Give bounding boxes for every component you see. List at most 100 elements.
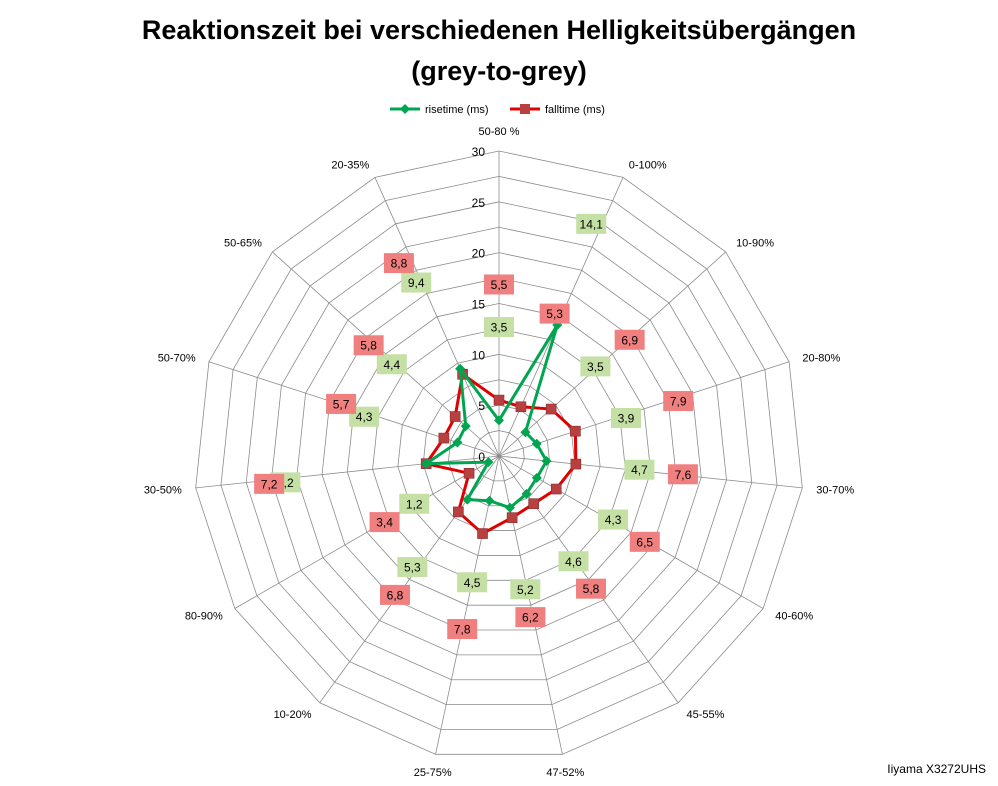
data-label: 3,9 xyxy=(618,411,635,425)
category-label: 20-80% xyxy=(802,352,840,364)
series-marker-diamond xyxy=(521,488,532,499)
data-label-bg xyxy=(539,303,570,324)
data-label: 4,5 xyxy=(464,576,481,590)
category-label: 50-80 % xyxy=(479,126,520,138)
series-marker-square xyxy=(570,425,581,437)
category-label: 50-70% xyxy=(158,352,196,364)
series-marker-diamond xyxy=(494,415,504,426)
series-marker-diamond xyxy=(531,472,542,483)
legend-falltime-label: falltime (ms) xyxy=(545,104,605,116)
legend-risetime-marker xyxy=(400,104,410,114)
radial-tick-label: 20 xyxy=(472,247,486,261)
series-marker-diamond xyxy=(520,427,531,438)
radial-tick-label: 10 xyxy=(472,348,486,362)
category-label: 25-75% xyxy=(414,767,452,779)
data-label: 5,2 xyxy=(517,583,534,597)
series-risetime xyxy=(421,320,563,513)
grid-ring xyxy=(448,404,550,507)
series-marker-diamond xyxy=(504,502,515,513)
radial-tick-label: 5 xyxy=(478,399,485,413)
data-label-bg xyxy=(598,509,629,530)
data-label: 6,9 xyxy=(621,333,638,347)
data-label: 7,2 xyxy=(261,477,278,491)
category-label: 30-50% xyxy=(144,484,182,496)
data-label: 6,2 xyxy=(522,611,539,625)
data-label: 3,4 xyxy=(376,516,393,530)
grid-ring xyxy=(220,176,778,730)
data-label-bg xyxy=(379,584,410,605)
data-label: 1,2 xyxy=(406,497,423,511)
data-label: 5,3 xyxy=(404,561,421,575)
series-marker-square xyxy=(528,498,539,510)
category-label: 0-100% xyxy=(629,160,667,172)
data-label: 7,9 xyxy=(670,395,687,409)
category-label: 50-65% xyxy=(224,238,262,250)
series-marker-diamond xyxy=(531,438,542,449)
series-marker-square xyxy=(506,512,518,523)
grid-ring xyxy=(245,201,753,706)
series-line xyxy=(424,372,578,536)
series-marker-diamond xyxy=(460,421,471,432)
category-label: 45-55% xyxy=(687,709,725,721)
data-label: 3,5 xyxy=(587,360,604,374)
legend: risetime (ms) falltime (ms) xyxy=(390,104,605,116)
data-label-bg xyxy=(558,551,589,572)
data-label-bg xyxy=(629,531,660,552)
data-label-bg xyxy=(484,317,514,338)
series-layer xyxy=(420,320,582,539)
grid-spoke xyxy=(498,251,726,457)
data-label-bg xyxy=(576,578,607,599)
series-marker-diamond xyxy=(421,458,432,469)
category-label: 10-90% xyxy=(736,238,774,250)
grid-spoke xyxy=(234,455,500,609)
data-label-bg xyxy=(447,619,478,640)
data-label-bg xyxy=(614,329,645,350)
category-label: 30-70% xyxy=(816,484,854,496)
category-labels: 50-80 % 0-100% 10-90% 20-80% 30-70% 40-60% 45-… xyxy=(144,126,855,779)
grid-spoke xyxy=(498,361,790,457)
radial-axis-ticks: 0 5 10 15 20 25 30 xyxy=(472,145,486,464)
grid-ring xyxy=(397,353,601,556)
data-label-bg xyxy=(383,253,414,274)
data-label-bg xyxy=(580,356,611,377)
legend-falltime-marker xyxy=(520,104,530,114)
data-label-bg xyxy=(510,579,541,600)
data-label: 4,4 xyxy=(383,358,400,372)
chart-title-line-2: (grey-to-grey) xyxy=(411,56,587,86)
radial-tick-label: 15 xyxy=(472,298,486,312)
data-label: 8,8 xyxy=(391,257,408,271)
grid-spoke xyxy=(374,177,500,457)
data-label-bg xyxy=(667,464,698,485)
series-marker-diamond xyxy=(541,455,552,466)
data-label: 7,8 xyxy=(454,623,471,637)
radial-tick-label: 0 xyxy=(478,450,485,464)
series-marker-diamond xyxy=(455,363,466,374)
data-label: 4,6 xyxy=(565,555,582,569)
data-label-bg xyxy=(624,459,655,480)
series-marker-square xyxy=(438,432,450,444)
data-label: 5,3 xyxy=(546,307,563,321)
category-label: 47-52% xyxy=(546,767,584,779)
data-label: 6,8 xyxy=(387,588,404,602)
grid-spoke xyxy=(195,455,500,489)
series-marker-diamond xyxy=(462,494,473,505)
radial-tick-label: 30 xyxy=(472,145,486,159)
data-label-bg xyxy=(610,407,641,428)
series-marker-square xyxy=(515,401,527,413)
series-marker-square xyxy=(449,411,461,422)
category-label: 10-20% xyxy=(274,709,312,721)
data-label-bg xyxy=(399,493,430,514)
data-label-bg xyxy=(515,607,546,628)
category-label: 40-60% xyxy=(775,611,813,623)
data-label-bg xyxy=(457,572,488,593)
data-label: 4,3 xyxy=(356,410,373,424)
category-label: 20-35% xyxy=(331,160,369,172)
data-label: 5,8 xyxy=(360,339,377,353)
data-label-bg xyxy=(401,272,432,293)
series-line xyxy=(424,323,559,510)
data-label-bg xyxy=(397,557,428,578)
data-label-bg xyxy=(349,406,380,427)
series-marker-square xyxy=(453,506,464,518)
data-label: 7,6 xyxy=(675,468,692,482)
